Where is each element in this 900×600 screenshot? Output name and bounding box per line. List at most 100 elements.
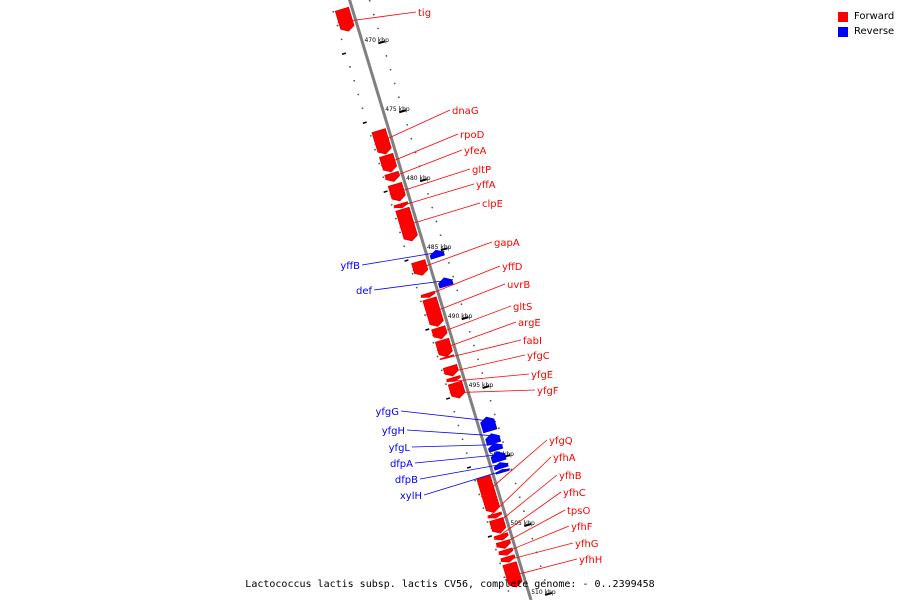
gene-label-fabI: fabI <box>523 336 542 347</box>
ruler-dot <box>482 507 485 510</box>
gene-yfgF[interactable] <box>447 380 466 399</box>
gene-yfgC[interactable] <box>442 363 459 377</box>
ruler-dot <box>493 413 496 416</box>
ruler-dot <box>539 565 542 568</box>
gene-label-yfhA: yfhA <box>553 453 576 464</box>
gene-label-argE: argE <box>518 318 541 329</box>
gene-leader-line <box>490 474 558 529</box>
gene-gltP[interactable] <box>387 181 406 202</box>
gene-label-gapA: gapA <box>494 238 520 249</box>
gene-label-rpoD: rpoD <box>460 130 485 141</box>
gene-leader-line <box>425 283 506 316</box>
scale-label: 485 kbp <box>427 244 452 251</box>
major-tick <box>487 535 492 538</box>
gene-label-yfhC: yfhC <box>563 488 586 499</box>
ruler-dot <box>336 24 339 27</box>
major-tick <box>425 328 430 331</box>
ruler-dot <box>503 576 506 579</box>
gene-leader-line <box>496 509 566 548</box>
ruler-dot <box>448 261 450 264</box>
ruler-dot <box>419 300 422 303</box>
major-tick <box>466 466 472 469</box>
gene-leader-line <box>400 410 496 423</box>
major-tick <box>404 259 409 262</box>
ruler-dot <box>531 537 534 540</box>
ruler-dot <box>411 272 414 275</box>
gene-label-yfhH: yfhH <box>579 555 602 566</box>
major-tick <box>446 397 451 400</box>
ruler-dot <box>382 176 385 179</box>
gene-yfhC[interactable] <box>493 532 509 541</box>
ruler-dot <box>332 10 335 13</box>
ruler-dot <box>495 548 497 551</box>
ruler-dot <box>374 148 376 151</box>
gene-leader-line <box>493 491 562 541</box>
legend-label-forward: Forward <box>854 11 895 22</box>
gene-yfhG[interactable] <box>500 554 516 563</box>
ruler-dot <box>340 38 343 41</box>
gene-tig[interactable] <box>334 6 355 32</box>
gene-yfhB[interactable] <box>489 517 507 534</box>
gene-label-dnaG: dnaG <box>452 106 479 117</box>
gene-label-gltP: gltP <box>472 165 491 176</box>
ruler-dot <box>415 286 418 289</box>
ruler-dot <box>453 410 456 413</box>
gene-leader-line <box>446 373 530 383</box>
gene-label-gltS: gltS <box>513 302 532 313</box>
gene-label-dfpA: dfpA <box>390 459 413 470</box>
gene-label-dfpB: dfpB <box>395 475 418 486</box>
major-tick <box>482 385 490 390</box>
ruler-dot <box>498 427 500 430</box>
gene-argE[interactable] <box>434 337 453 358</box>
gene-def[interactable] <box>438 277 454 289</box>
gene-leader-line <box>436 321 517 352</box>
gene-clpE[interactable] <box>395 206 418 242</box>
major-tick <box>378 40 386 45</box>
gene-leader-line <box>487 456 552 519</box>
scale-ruler: 470 kbp 475 kbp 480 kbp 485 kbp 490 kbp 495 k… <box>332 0 556 596</box>
gene-leader-line <box>380 133 459 167</box>
ruler-dot <box>456 289 459 292</box>
gene-leader-line <box>432 305 512 336</box>
gene-label-def: def <box>356 286 373 297</box>
gene-yfhA[interactable] <box>487 511 503 519</box>
gene-gapA[interactable] <box>411 259 429 276</box>
ruler-dot <box>502 441 505 444</box>
gene-leader-line <box>384 149 463 181</box>
gene-uvrB[interactable] <box>422 296 444 327</box>
ruler-dot <box>378 162 381 165</box>
major-tick <box>398 109 407 114</box>
scale-label: 505 kbp <box>510 520 535 527</box>
gene-label-yfgF: yfgF <box>537 386 559 397</box>
major-tick <box>461 316 469 321</box>
major-tick <box>341 52 347 56</box>
sequence-title: Lactococcus lactis subsp. lactis CV56, c… <box>245 579 655 590</box>
gene-yfeA[interactable] <box>384 170 400 182</box>
ruler-dot <box>427 192 429 195</box>
scale-label: 470 kbp <box>364 37 389 44</box>
ruler-dot <box>369 134 372 137</box>
gene-label-yfgQ: yfgQ <box>549 436 573 447</box>
gene-yfhH[interactable] <box>502 561 523 588</box>
legend-item-reverse: Reverse <box>838 24 894 39</box>
ruler-dot <box>444 383 447 386</box>
gene-leader-line <box>423 468 511 496</box>
ruler-dot <box>361 107 364 110</box>
gene-leader-line <box>420 265 501 299</box>
gene-leader-line <box>337 11 417 23</box>
gene-gltS[interactable] <box>431 325 448 340</box>
ruler-dot <box>399 231 401 234</box>
gene-label-yfgH: yfgH <box>382 426 405 437</box>
major-tick <box>383 190 388 193</box>
ruler-dot <box>461 438 464 441</box>
gene-leader-line <box>374 109 451 145</box>
ruler-dot <box>514 482 517 485</box>
ruler-dot <box>397 96 400 99</box>
ruler-dot <box>460 303 463 306</box>
gene-yfgG[interactable] <box>480 416 498 434</box>
gene-label-yfhB: yfhB <box>559 471 582 482</box>
ruler-dot <box>465 452 468 455</box>
ruler-dot <box>518 496 521 499</box>
gene-label-yfhF: yfhF <box>571 522 593 533</box>
